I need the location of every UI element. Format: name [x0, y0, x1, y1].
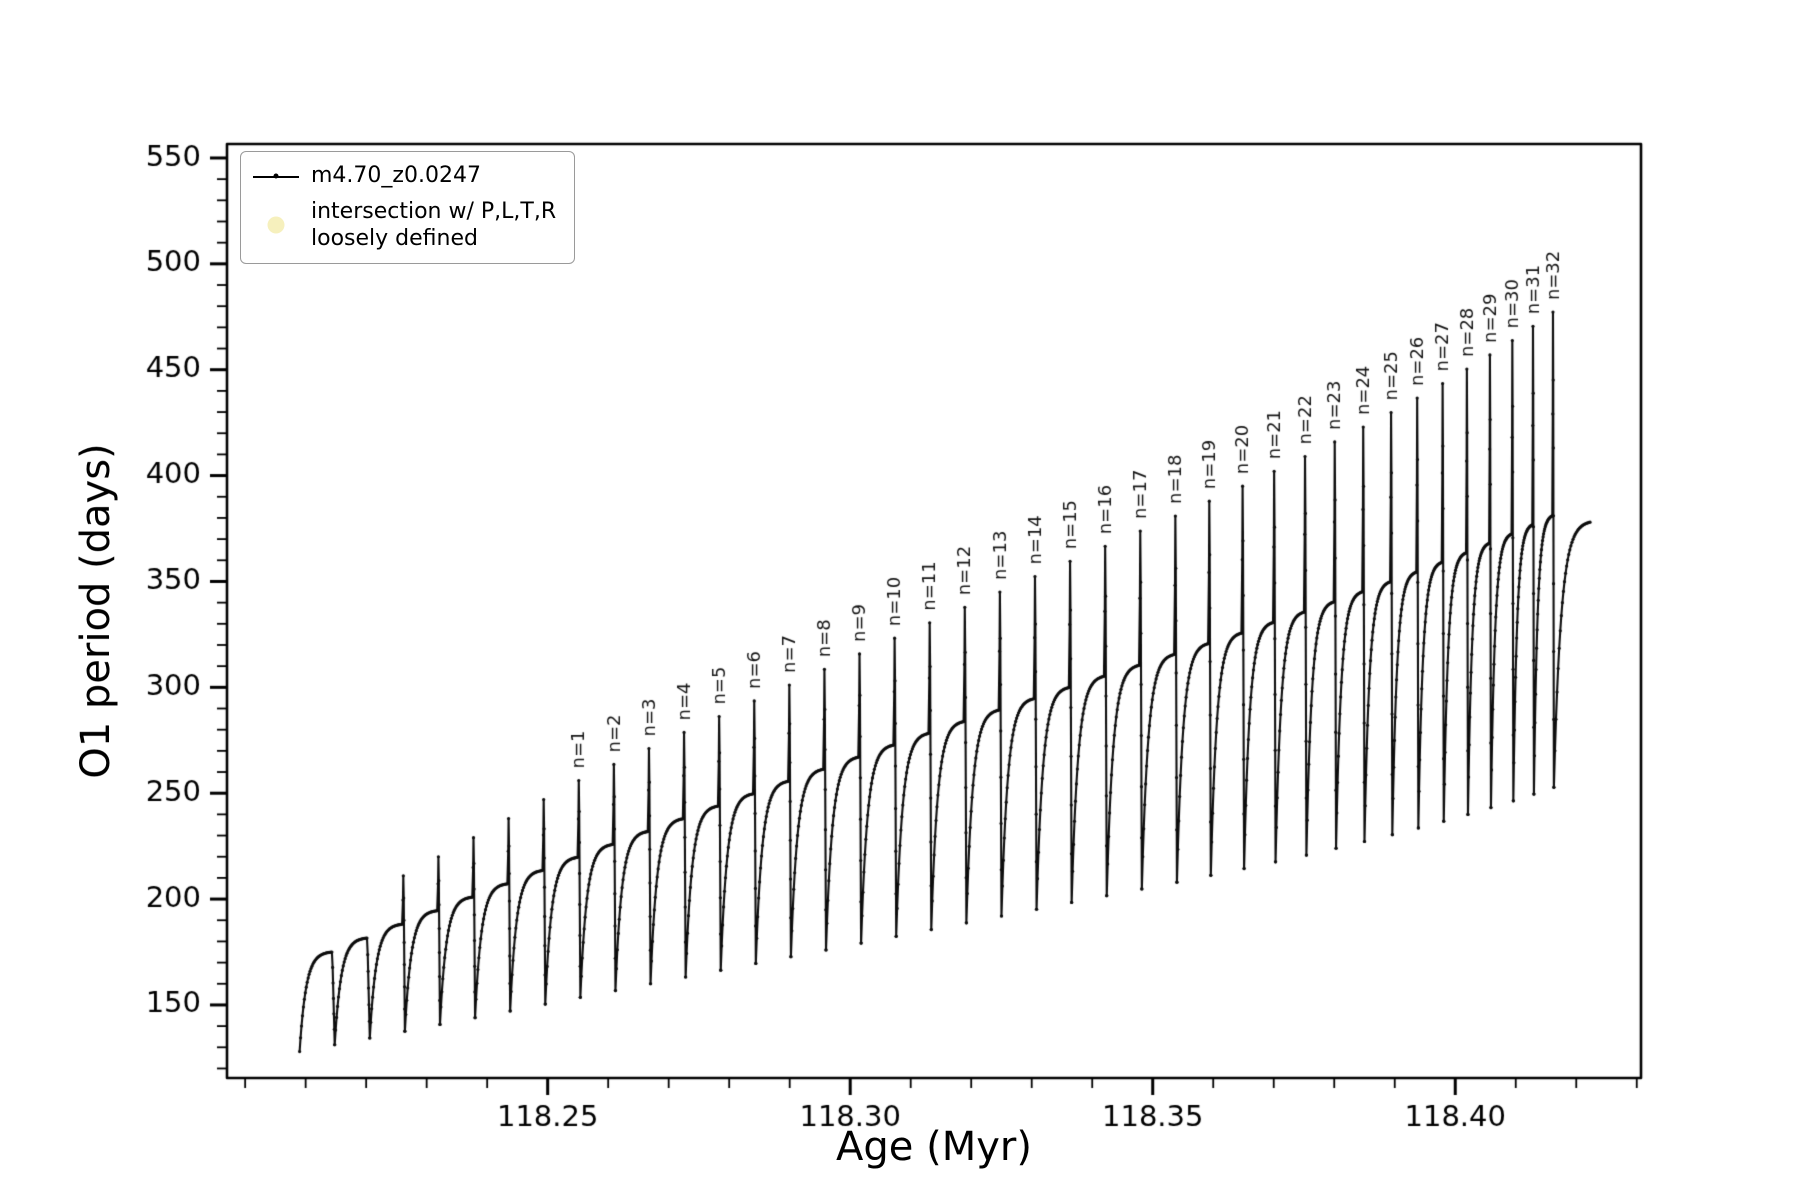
legend-line-marker — [253, 165, 299, 187]
legend-entry-intersection: intersection w/ P,L,T,R loosely defined — [253, 198, 556, 253]
y-axis-label: O1 period (days) — [73, 443, 119, 779]
legend: m4.70_z0.0247 intersection w/ P,L,T,R lo… — [240, 151, 576, 264]
legend-intersection-label: intersection w/ P,L,T,R loosely defined — [311, 198, 557, 252]
x-axis-label: Age (Myr) — [836, 1124, 1032, 1170]
line-dot-icon — [273, 173, 279, 179]
legend-entry-series: m4.70_z0.0247 — [253, 162, 556, 190]
legend-intersection-marker — [253, 214, 299, 236]
yellow-circle-icon — [267, 216, 285, 234]
legend-series-label: m4.70_z0.0247 — [311, 163, 481, 188]
